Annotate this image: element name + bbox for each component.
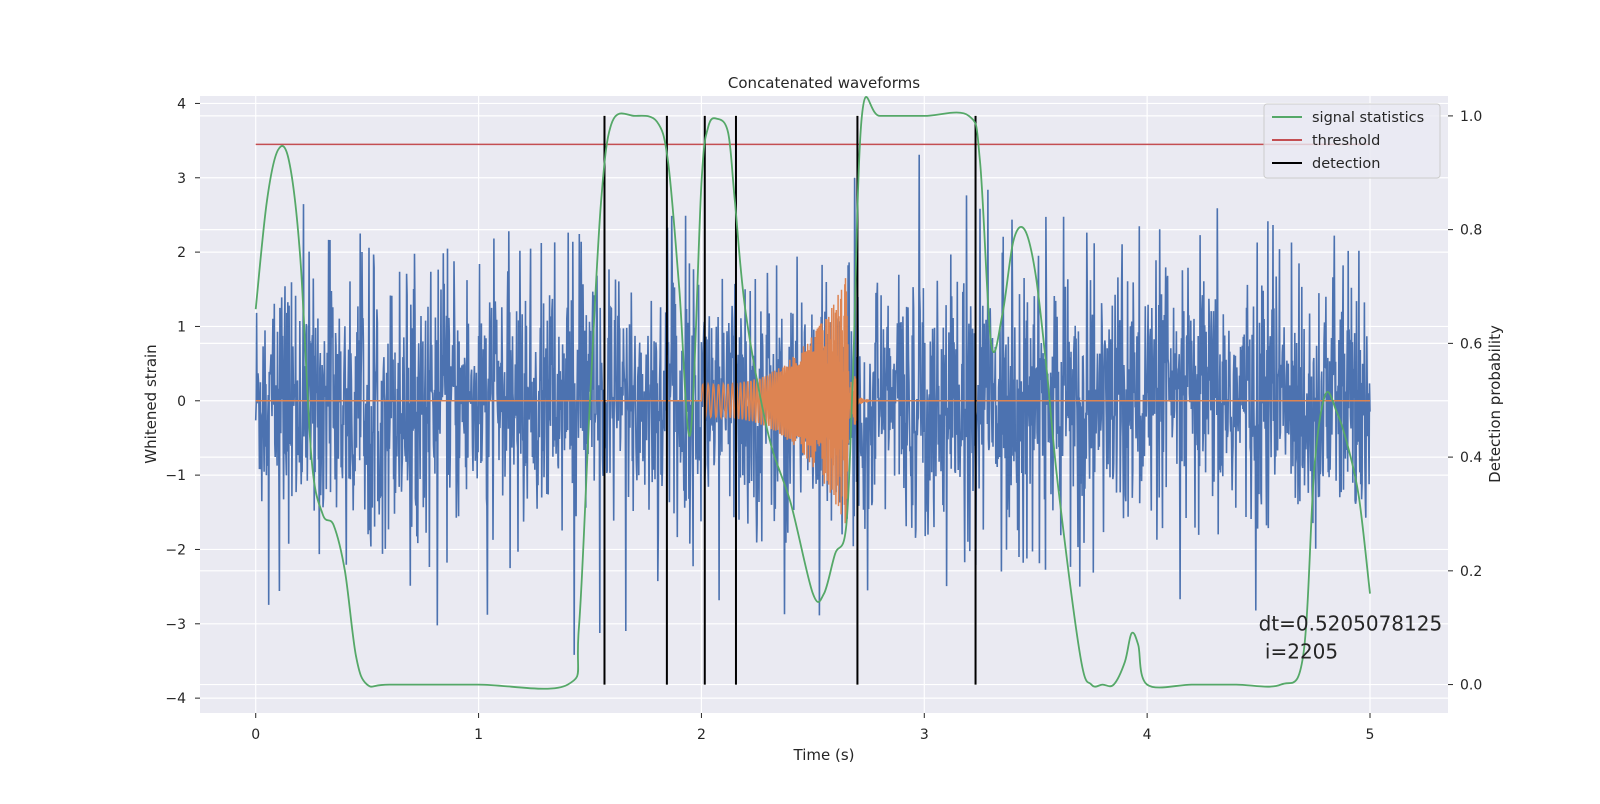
legend-label-threshold: threshold [1312, 133, 1380, 149]
x-tick-label: 2 [697, 727, 706, 743]
x-tick-label: 1 [474, 727, 483, 743]
chart-title: Concatenated waveforms [728, 74, 920, 92]
annotation-dt: dt=0.5205078125 [1259, 612, 1443, 636]
signal-statistics-series [254, 96, 1371, 690]
y2-tick-label: 0.4 [1460, 450, 1482, 466]
y2-tick-label: 0.0 [1460, 678, 1482, 694]
legend-label-signal-statistics: signal statistics [1312, 110, 1424, 126]
signal-statistics-line [254, 96, 1371, 690]
y-tick-label: −4 [165, 691, 186, 707]
annotation-i: i=2205 [1259, 640, 1339, 664]
y2-tick-label: 0.8 [1460, 223, 1482, 239]
y-tick-label: −1 [165, 468, 186, 484]
y-tick-label: 3 [177, 171, 186, 187]
x-axis-ticks: 0 1 2 3 4 5 [251, 713, 1374, 743]
template-line [255, 278, 1370, 524]
y-tick-label: 0 [177, 394, 186, 410]
y2-axis-label: Detection probability [1486, 325, 1504, 483]
y-tick-label: 2 [177, 245, 186, 261]
y2-tick-label: 0.6 [1460, 336, 1482, 352]
template-series [255, 278, 1370, 524]
x-tick-label: 5 [1366, 727, 1375, 743]
y-tick-label: −3 [165, 617, 186, 633]
legend-box [1263, 103, 1441, 179]
x-tick-label: 0 [251, 727, 260, 743]
legend-label-detection: detection [1312, 156, 1380, 172]
detection-series [603, 115, 977, 685]
x-tick-label: 3 [920, 727, 929, 743]
y2-tick-label: 1.0 [1460, 109, 1482, 125]
y-tick-label: 4 [177, 96, 186, 112]
y-axis-label: Whitened strain [142, 344, 160, 463]
x-axis-label: Time (s) [793, 746, 855, 764]
y-tick-label: −2 [165, 542, 186, 558]
legend: signal statistics threshold detection [1263, 103, 1441, 179]
y-tick-label: 1 [177, 319, 186, 335]
y2-tick-label: 0.2 [1460, 564, 1482, 580]
y2-axis-ticks: 0.0 0.2 0.4 0.6 0.8 1.0 [1448, 109, 1482, 694]
x-tick-label: 4 [1143, 727, 1152, 743]
y-axis-ticks: −4 −3 −2 −1 0 1 2 3 4 [165, 96, 200, 707]
